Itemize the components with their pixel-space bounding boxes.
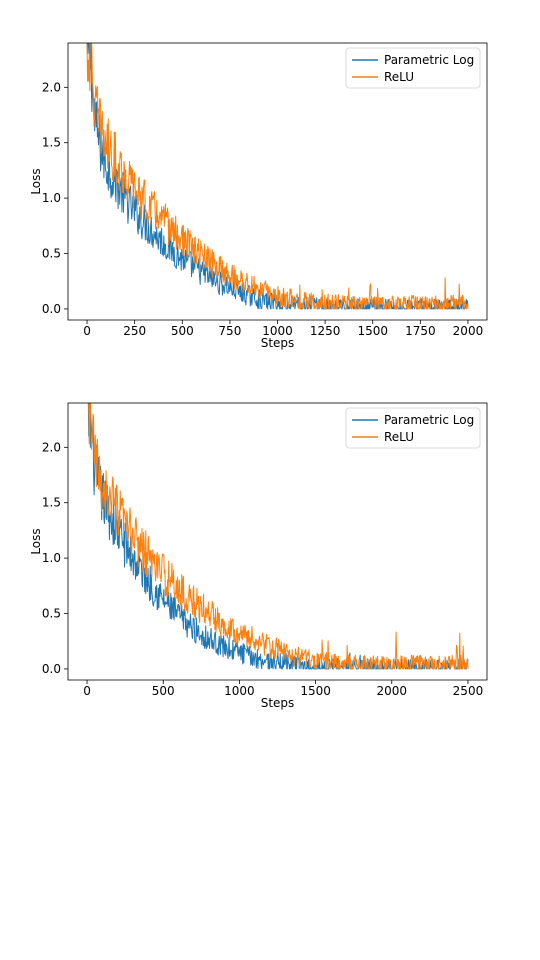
chart-2: 0 500 1000 1500 2000 2500 0.0 0.5 1.0 1.5 2.0 Steps…: [29, 402, 488, 710]
x-tick-label: 0: [83, 324, 91, 338]
y-tick-label: 2.0: [42, 80, 61, 94]
x-axis-label: Steps: [261, 336, 295, 350]
legend-label: Parametric Log: [384, 53, 474, 67]
y-tick-label: 0.5: [42, 607, 61, 621]
legend-label: ReLU: [384, 430, 414, 444]
y-tick-label: 0.5: [42, 247, 61, 261]
y-tick-label: 2.0: [42, 440, 61, 454]
y-tick-label: 1.0: [42, 191, 61, 205]
legend: Parametric Log ReLU: [345, 47, 481, 89]
chart-1: 0 250 500 750 1000 1250 1500 1750 2000 0.0 0.5 1.0 1…: [29, 42, 488, 350]
x-tick-label: 1000: [224, 684, 255, 698]
x-tick-label: 1500: [357, 324, 388, 338]
y-tick-label: 1.5: [42, 496, 61, 510]
x-tick-label: 1500: [300, 684, 331, 698]
x-tick-label: 750: [218, 324, 241, 338]
y-tick-label: 0.0: [42, 662, 61, 676]
series-line-relu: [86, 43, 469, 310]
plot-frame: [67, 402, 488, 681]
y-axis-label: Loss: [29, 528, 43, 554]
x-tick-label: 500: [171, 324, 194, 338]
y-tick-label: 0.0: [42, 302, 61, 316]
x-tick-label: 1000: [262, 324, 293, 338]
x-tick-label: 1750: [405, 324, 436, 338]
legend-label: Parametric Log: [384, 413, 474, 427]
series-line-relu: [88, 403, 469, 670]
legend-label: ReLU: [384, 70, 414, 84]
x-tick-label: 500: [152, 684, 175, 698]
legend: Parametric Log ReLU: [345, 407, 481, 449]
y-tick-label: 1.5: [42, 136, 61, 150]
x-tick-label: 2000: [376, 684, 407, 698]
x-tick-label: 2500: [453, 684, 484, 698]
x-tick-label: 1250: [310, 324, 341, 338]
series-line-parametric-log: [86, 43, 469, 310]
x-tick-label: 250: [123, 324, 146, 338]
y-tick-label: 1.0: [42, 551, 61, 565]
y-axis-label: Loss: [29, 168, 43, 194]
x-tick-label: 2000: [453, 324, 484, 338]
x-tick-label: 0: [83, 684, 91, 698]
x-axis-label: Steps: [261, 696, 295, 710]
legend-box: [345, 47, 481, 89]
legend-box: [345, 407, 481, 449]
